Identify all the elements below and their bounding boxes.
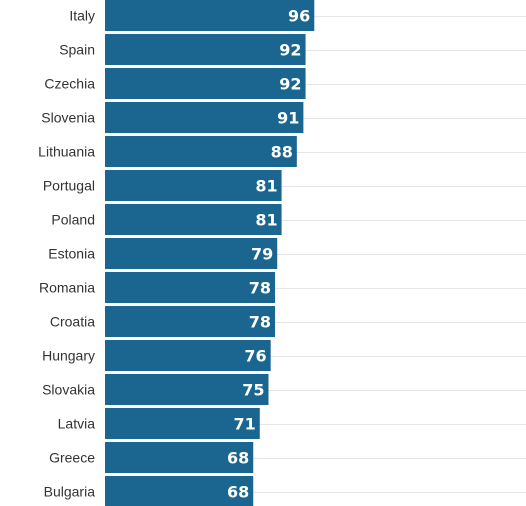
value-label: 96	[288, 7, 310, 26]
category-label: Lithuania	[38, 144, 95, 160]
bar-greece	[105, 442, 254, 473]
category-label: Poland	[51, 212, 95, 228]
value-label: 92	[279, 75, 301, 94]
bar-lithuania	[105, 136, 297, 167]
value-label: 78	[249, 279, 271, 298]
category-label: Spain	[59, 42, 95, 58]
value-label: 92	[279, 41, 301, 60]
bar-hungary	[105, 340, 271, 371]
bar-slovenia	[105, 102, 304, 133]
category-label: Czechia	[44, 76, 95, 92]
bar-croatia	[105, 306, 276, 337]
value-label: 91	[277, 109, 299, 128]
value-label: 68	[227, 449, 249, 468]
value-label: 76	[244, 347, 266, 366]
bar-portugal	[105, 170, 282, 201]
category-label: Latvia	[58, 416, 96, 432]
category-label: Greece	[49, 450, 95, 466]
category-label: Estonia	[48, 246, 95, 262]
category-label: Croatia	[50, 314, 95, 330]
category-label: Slovakia	[42, 382, 95, 398]
bar-estonia	[105, 238, 278, 269]
value-label: 71	[234, 415, 256, 434]
bars	[105, 0, 315, 506]
category-label: Hungary	[42, 348, 95, 364]
value-label: 78	[249, 313, 271, 332]
value-label: 81	[255, 211, 277, 230]
bar-bulgaria	[105, 476, 254, 506]
bar-czechia	[105, 68, 306, 99]
category-label: Portugal	[43, 178, 95, 194]
bar-slovakia	[105, 374, 269, 405]
bar-italy	[105, 0, 315, 31]
value-label: 68	[227, 483, 249, 502]
value-label: 88	[271, 143, 293, 162]
value-label: 79	[251, 245, 273, 264]
value-labels: 96 92 92 91 88 81 81 79 78 78 76 75 71 68 68	[227, 7, 310, 502]
bar-romania	[105, 272, 276, 303]
category-label: Italy	[69, 8, 95, 24]
category-label: Slovenia	[41, 110, 95, 126]
value-label: 81	[255, 177, 277, 196]
bar-spain	[105, 34, 306, 65]
value-label: 75	[242, 381, 264, 400]
category-label: Romania	[39, 280, 95, 296]
bar-latvia	[105, 408, 260, 439]
category-labels: Italy Spain Czechia Slovenia Lithuania Portug…	[38, 8, 95, 500]
bar-poland	[105, 204, 282, 235]
category-label: Bulgaria	[44, 484, 96, 500]
